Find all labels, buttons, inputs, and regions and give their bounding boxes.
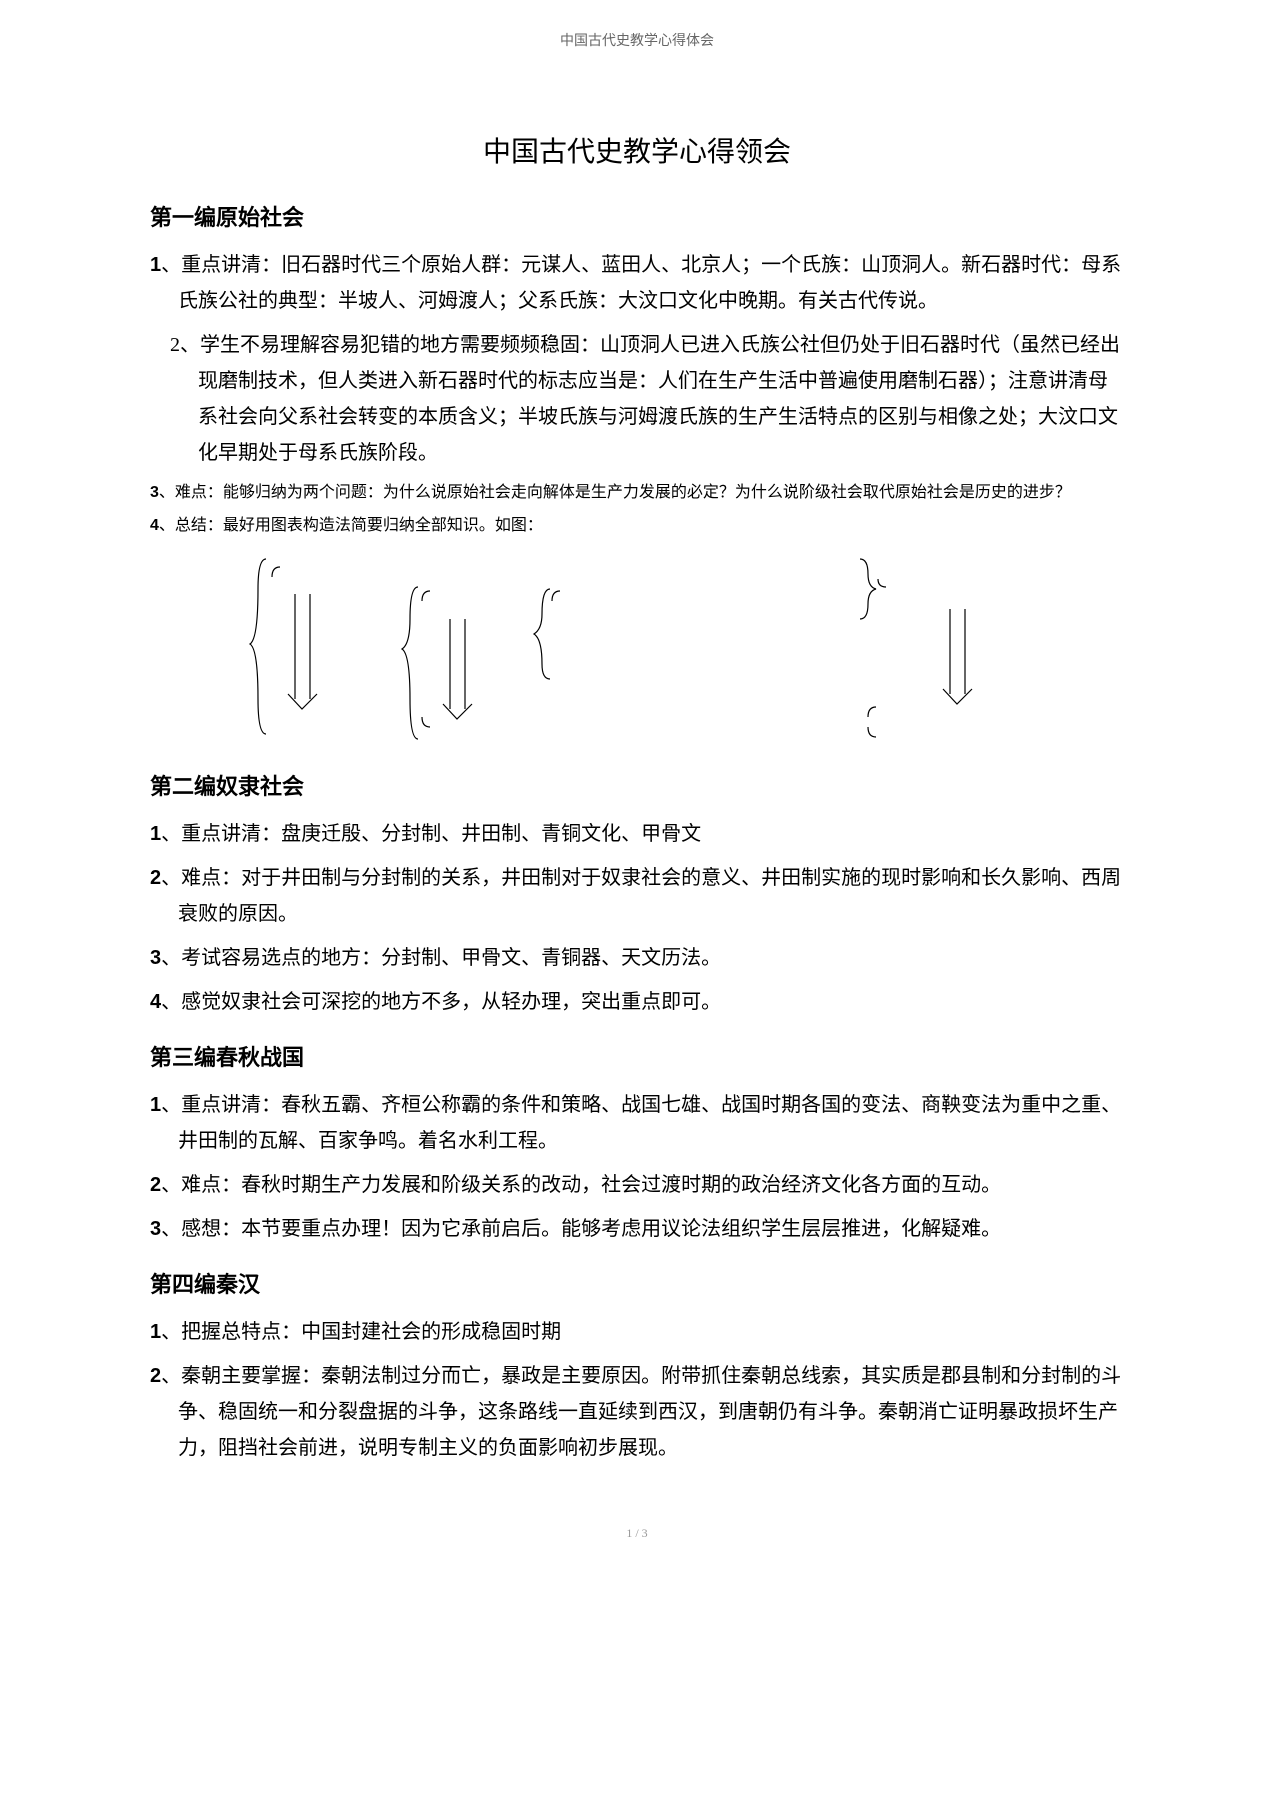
concept-diagram xyxy=(150,549,1124,749)
section4-heading: 第四编秦汉 xyxy=(150,1267,1124,1299)
s1-item2: 2、学生不易理解容易犯错的地方需要频频稳固：山顶洞人已进入氏族公社但仍处于旧石器… xyxy=(150,327,1124,471)
document-title: 中国古代史教学心得领会 xyxy=(150,130,1124,170)
diagram-svg xyxy=(150,549,1130,749)
s1-item1: 1、重点讲清：旧石器时代三个原始人群：元谋人、蓝田人、北京人；一个氏族：山顶洞人… xyxy=(150,247,1124,319)
s3-item3: 3、感想：本节要重点办理！因为它承前启后。能够考虑用议论法组织学生层层推进，化解… xyxy=(150,1211,1124,1247)
s2-item1-text: 、重点讲清：盘庚迁殷、分封制、井田制、青铜文化、甲骨文 xyxy=(161,823,701,845)
s3-item1: 1、重点讲清：春秋五霸、齐桓公称霸的条件和策略、战国七雄、战国时期各国的变法、商… xyxy=(150,1087,1124,1159)
s2-item4: 4、感觉奴隶社会可深挖的地方不多，从轻办理，突出重点即可。 xyxy=(150,984,1124,1020)
page-header-small: 中国古代史教学心得体会 xyxy=(150,30,1124,50)
s1-item4: 4、总结：最好用图表构造法简要归纳全部知识。如图： xyxy=(150,512,1124,539)
s1-item2-text: 、学生不易理解容易犯错的地方需要频频稳固：山顶洞人已进入氏族公社但仍处于旧石器时… xyxy=(180,334,1120,464)
s4-item1-text: 、把握总特点：中国封建社会的形成稳固时期 xyxy=(161,1321,561,1343)
s3-item3-text: 、感想：本节要重点办理！因为它承前启后。能够考虑用议论法组织学生层层推进，化解疑… xyxy=(161,1218,1001,1240)
section2-heading: 第二编奴隶社会 xyxy=(150,769,1124,801)
s4-item1: 1、把握总特点：中国封建社会的形成稳固时期 xyxy=(150,1314,1124,1350)
section3-heading: 第三编春秋战国 xyxy=(150,1040,1124,1072)
s2-item4-text: 、感觉奴隶社会可深挖的地方不多，从轻办理，突出重点即可。 xyxy=(161,991,721,1013)
s3-item2: 2、难点：春秋时期生产力发展和阶级关系的改动，社会过渡时期的政治经济文化各方面的… xyxy=(150,1167,1124,1203)
s2-item1: 1、重点讲清：盘庚迁殷、分封制、井田制、青铜文化、甲骨文 xyxy=(150,816,1124,852)
s1-item3-text: 、难点：能够归纳为两个问题：为什么说原始社会走向解体是生产力发展的必定？为什么说… xyxy=(159,484,1071,501)
s1-item3: 3、难点：能够归纳为两个问题：为什么说原始社会走向解体是生产力发展的必定？为什么… xyxy=(150,479,1124,506)
section1-heading: 第一编原始社会 xyxy=(150,200,1124,232)
s4-item2-text: 、秦朝主要掌握：秦朝法制过分而亡，暴政是主要原因。附带抓住秦朝总线索，其实质是郡… xyxy=(161,1365,1121,1459)
s2-item2: 2、难点：对于井田制与分封制的关系，井田制对于奴隶社会的意义、井田制实施的现时影… xyxy=(150,860,1124,932)
s4-item2: 2、秦朝主要掌握：秦朝法制过分而亡，暴政是主要原因。附带抓住秦朝总线索，其实质是… xyxy=(150,1358,1124,1466)
s3-item2-text: 、难点：春秋时期生产力发展和阶级关系的改动，社会过渡时期的政治经济文化各方面的互… xyxy=(161,1174,1001,1196)
s1-item1-text: 、重点讲清：旧石器时代三个原始人群：元谋人、蓝田人、北京人；一个氏族：山顶洞人。… xyxy=(161,254,1121,312)
s2-item3: 3、考试容易选点的地方：分封制、甲骨文、青铜器、天文历法。 xyxy=(150,940,1124,976)
s3-item1-text: 、重点讲清：春秋五霸、齐桓公称霸的条件和策略、战国七雄、战国时期各国的变法、商鞅… xyxy=(161,1094,1121,1152)
s2-item2-text: 、难点：对于井田制与分封制的关系，井田制对于奴隶社会的意义、井田制实施的现时影响… xyxy=(161,867,1121,925)
s2-item3-text: 、考试容易选点的地方：分封制、甲骨文、青铜器、天文历法。 xyxy=(161,947,721,969)
s1-item4-text: 、总结：最好用图表构造法简要归纳全部知识。如图： xyxy=(159,517,543,534)
page-footer: 1 / 3 xyxy=(150,1526,1124,1541)
